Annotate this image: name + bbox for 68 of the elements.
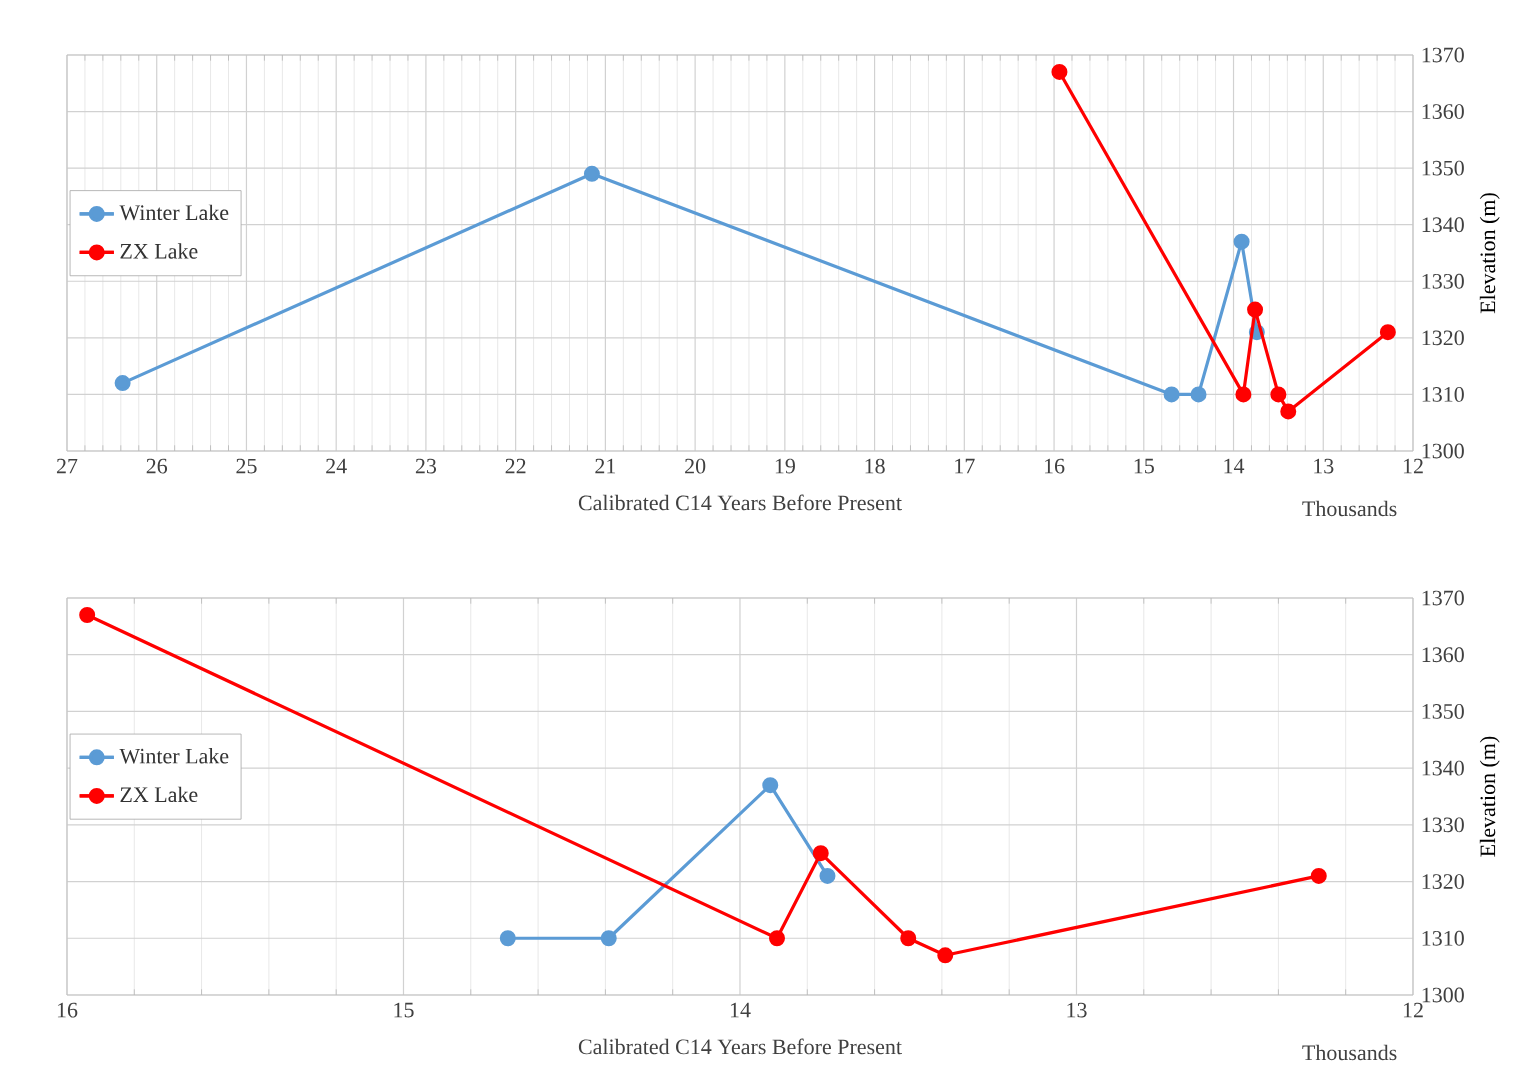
y-tick-label: 1340 — [1422, 217, 1464, 233]
point — [79, 607, 96, 623]
x-tick-label: 25 — [236, 458, 257, 474]
point — [769, 930, 785, 947]
y-tick-label: 1370 — [1422, 47, 1464, 63]
x-axis-title: Calibrated C14 Years Before Present — [578, 1038, 902, 1055]
x-tick-label: 13 — [1067, 1002, 1087, 1018]
x-tick-label: 14 — [730, 1002, 751, 1018]
y-tick-label: 1300 — [1422, 987, 1464, 1003]
legend-label: Winter Lake — [119, 204, 229, 221]
point — [1379, 324, 1396, 341]
point — [1163, 386, 1180, 403]
point — [583, 165, 600, 182]
y-axis-title: Elevation (m) — [1479, 193, 1500, 314]
x-tick-label: 23 — [415, 458, 437, 474]
x-tick-label: 20 — [685, 458, 706, 474]
x-tick-label: 21 — [595, 458, 616, 474]
x-axis-title: Calibrated C14 Years Before Present — [578, 494, 902, 511]
point — [1280, 403, 1297, 420]
point — [762, 777, 779, 794]
point — [1051, 63, 1068, 80]
point — [937, 947, 954, 964]
y-tick-label: 1360 — [1422, 647, 1464, 663]
text: Thousands — [1302, 500, 1397, 517]
y-tick-label: 1310 — [1422, 387, 1464, 402]
point — [1270, 386, 1287, 403]
point — [812, 845, 829, 862]
y-tick-label: 1310 — [1422, 930, 1464, 946]
y-tick-label: 1330 — [1422, 273, 1464, 289]
point — [1235, 386, 1252, 403]
point — [114, 375, 131, 392]
text: Thousands — [1302, 1044, 1397, 1061]
x-tick-label: 16 — [1045, 458, 1065, 474]
x-tick-label: 22 — [505, 458, 526, 474]
y-tick-label: 1340 — [1422, 760, 1464, 776]
x-tick-label: 18 — [865, 458, 885, 474]
point — [900, 930, 917, 947]
y-tick-label: 1300 — [1422, 443, 1464, 459]
point — [499, 930, 516, 947]
x-tick-label: 12 — [1403, 458, 1423, 474]
legend-label: ZX Lake — [120, 786, 198, 803]
y-tick-label: 1320 — [1422, 874, 1464, 889]
point — [1190, 386, 1207, 403]
x-tick-label: 16 — [57, 1002, 78, 1018]
y-tick-label: 1320 — [1422, 330, 1464, 346]
legend-label: Winter Lake — [119, 748, 229, 764]
y-axis-title: Elevation (m) — [1479, 736, 1500, 857]
x-tick-label: 13 — [1314, 458, 1334, 474]
y-tick-label: 1350 — [1422, 704, 1464, 719]
x-tick-label: 24 — [326, 458, 347, 474]
point — [1310, 867, 1327, 884]
point — [819, 867, 836, 884]
x-tick-label: 15 — [1134, 458, 1154, 474]
x-tick-label: 27 — [56, 458, 78, 474]
y-tick-label: 1370 — [1422, 590, 1464, 606]
y-tick-label: 1360 — [1422, 104, 1464, 119]
x-tick-label: 14 — [1224, 458, 1245, 474]
legend-label: ZX Lake — [120, 243, 198, 259]
point — [1247, 301, 1264, 318]
point — [1233, 233, 1250, 250]
x-tick-label: 26 — [146, 458, 168, 474]
x-tick-label: 19 — [775, 458, 795, 474]
point — [600, 930, 617, 947]
x-tick-label: 17 — [955, 458, 975, 474]
y-tick-label: 1350 — [1422, 160, 1464, 176]
x-tick-label: 12 — [1403, 1002, 1423, 1018]
x-tick-label: 15 — [394, 1002, 414, 1018]
y-tick-label: 1330 — [1422, 817, 1464, 833]
